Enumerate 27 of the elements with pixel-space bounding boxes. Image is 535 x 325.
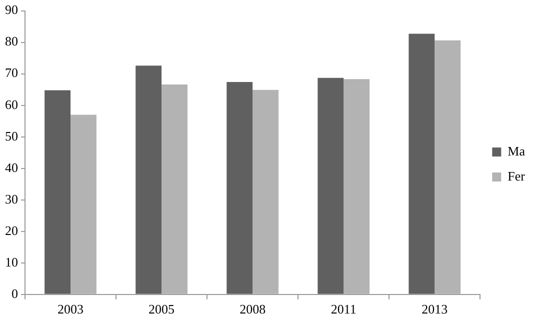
legend-label: Ma bbox=[508, 143, 526, 158]
x-tick-label: 2005 bbox=[148, 302, 175, 317]
bar bbox=[70, 114, 96, 294]
x-tick-label: 2008 bbox=[240, 302, 266, 317]
legend-label: Fer bbox=[508, 168, 526, 184]
x-tick-label: 2003 bbox=[58, 302, 84, 317]
y-tick-label: 40 bbox=[5, 160, 18, 175]
y-tick-label: 0 bbox=[12, 286, 18, 301]
y-tick-label: 60 bbox=[5, 96, 18, 112]
bar bbox=[318, 78, 344, 294]
y-tick-label: 30 bbox=[5, 191, 18, 206]
bar bbox=[344, 79, 370, 294]
y-tick-label: 90 bbox=[5, 2, 18, 18]
bar bbox=[136, 66, 162, 294]
y-tick-label: 50 bbox=[5, 128, 18, 144]
y-tick-label: 20 bbox=[5, 222, 18, 238]
bar bbox=[252, 90, 279, 294]
bar bbox=[408, 34, 435, 294]
x-tick-label: 2013 bbox=[422, 302, 448, 317]
y-tick-label: 80 bbox=[5, 34, 18, 49]
x-tick-label: 2011 bbox=[330, 302, 356, 317]
bar bbox=[162, 84, 188, 294]
y-tick-label: 70 bbox=[5, 65, 18, 80]
bar bbox=[434, 40, 461, 294]
bar bbox=[44, 90, 71, 294]
bar bbox=[226, 82, 253, 294]
y-tick-label: 10 bbox=[5, 254, 18, 270]
